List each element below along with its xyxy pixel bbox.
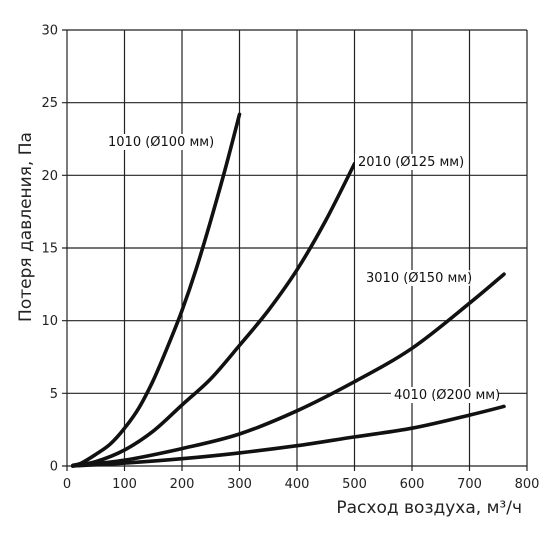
x-tick-label: 600 [400, 477, 425, 492]
x-tick-label: 500 [342, 477, 367, 492]
series-label: 1010 (Ø100 мм) [108, 135, 214, 150]
series-line [71, 272, 506, 468]
chart-series [71, 112, 506, 468]
y-axis-ticks: 0 5 10 15 20 25 30 [41, 24, 58, 475]
series-label-bg [105, 134, 212, 150]
series-line [71, 404, 506, 468]
x-axis-title: Расход воздуха, м³/ч [336, 498, 522, 518]
x-tick-label: 200 [170, 477, 195, 492]
series-label-bg [363, 270, 470, 286]
series-label: 4010 (Ø200 мм) [394, 388, 500, 403]
y-axis-title: Потеря давления, Па [16, 132, 36, 322]
chart-grid [62, 29, 528, 471]
series-line [71, 112, 242, 468]
series-label: 3010 (Ø150 мм) [366, 271, 472, 286]
y-tick-label: 10 [41, 314, 58, 329]
series-label: 2010 (Ø125 мм) [358, 155, 464, 170]
x-tick-label: 700 [457, 477, 482, 492]
x-tick-label: 800 [515, 477, 540, 492]
series-line [71, 161, 357, 468]
x-tick-label: 300 [227, 477, 252, 492]
y-tick-label: 15 [41, 242, 58, 257]
series-label-bg [391, 387, 498, 403]
series-label-bg [355, 154, 462, 170]
y-tick-label: 20 [41, 169, 58, 184]
x-tick-label: 400 [285, 477, 310, 492]
x-tick-label: 0 [63, 477, 71, 492]
series-labels: 1010 (Ø100 мм) 2010 (Ø125 мм) 3010 (Ø150 м… [105, 134, 500, 403]
y-tick-label: 0 [50, 460, 58, 475]
x-axis-ticks: 0 100 200 300 400 500 600 700 800 [63, 477, 540, 492]
y-tick-label: 25 [41, 96, 58, 111]
y-tick-label: 30 [41, 24, 58, 39]
x-tick-label: 100 [112, 477, 137, 492]
y-tick-label: 5 [50, 387, 58, 402]
